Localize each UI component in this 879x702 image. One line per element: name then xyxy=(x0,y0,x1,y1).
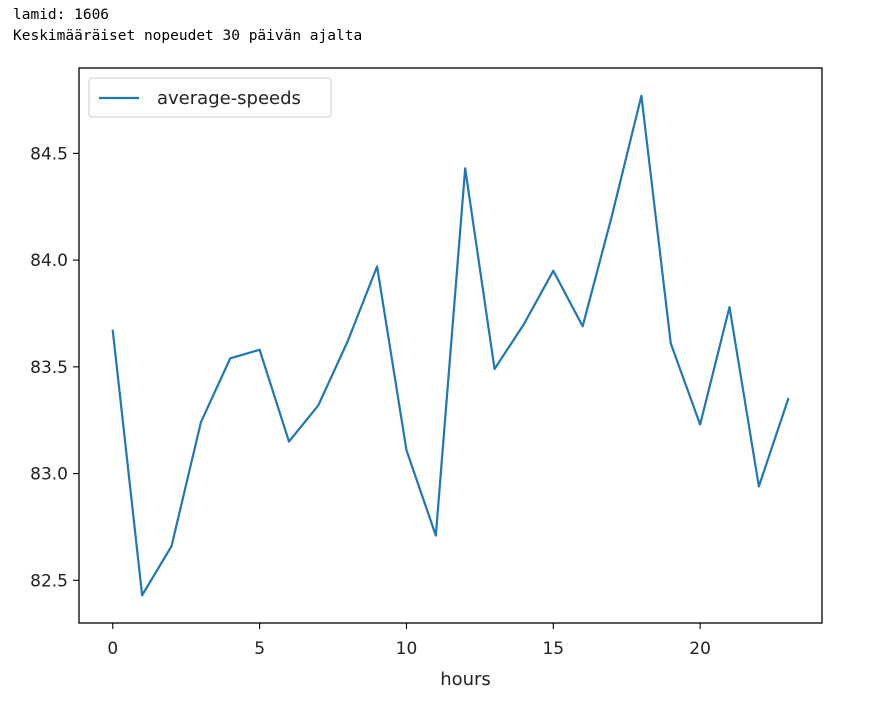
x-tick-label: 5 xyxy=(254,639,265,659)
y-tick-label: 83.5 xyxy=(30,358,68,378)
x-tick-label: 10 xyxy=(396,639,418,659)
output-line-description: Keskimääräiset nopeudet 30 päivän ajalta xyxy=(13,28,363,44)
plot-frame xyxy=(78,67,823,624)
y-tick-label: 84.0 xyxy=(30,251,68,271)
legend-label: average-speeds xyxy=(157,88,301,109)
x-axis-label: hours xyxy=(440,669,491,690)
x-tick-label: 0 xyxy=(107,639,118,659)
series-line-average-speeds xyxy=(111,94,790,597)
y-tick-label: 83.0 xyxy=(30,465,68,485)
legend-box xyxy=(88,77,332,118)
y-tick-label: 84.5 xyxy=(30,144,68,164)
output-line-lamid: lamid: 1606 xyxy=(13,7,110,23)
x-tick-label: 20 xyxy=(689,639,711,659)
cell-output-text: lamid: 1606 Keskimääräiset nopeudet 30 pä… xyxy=(13,5,362,47)
y-tick-label: 82.5 xyxy=(30,571,68,591)
x-tick-label: 15 xyxy=(542,639,564,659)
